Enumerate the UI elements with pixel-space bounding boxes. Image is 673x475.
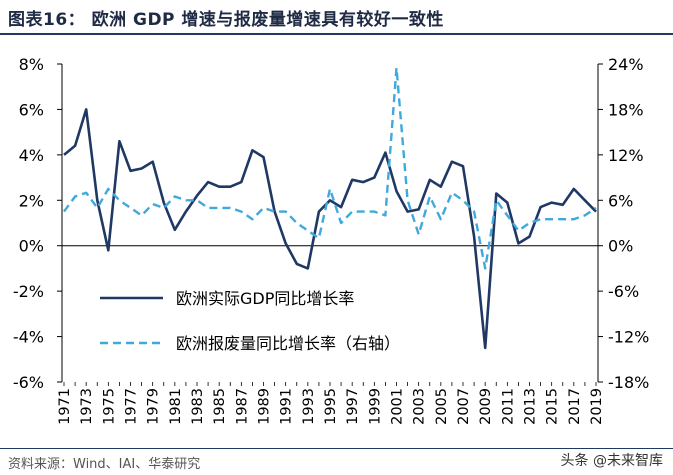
right-tick-label: -6% bbox=[608, 282, 639, 301]
left-tick-label: 0% bbox=[19, 237, 44, 256]
x-tick-label: 1977 bbox=[124, 388, 140, 425]
right-tick-label: 0% bbox=[608, 237, 633, 256]
x-tick-label: 1997 bbox=[345, 388, 361, 425]
x-tick-label: 1989 bbox=[257, 388, 273, 425]
left-tick-label: -2% bbox=[13, 282, 44, 301]
source-note: 资料来源：Wind、IAI、华泰研究 bbox=[8, 457, 201, 472]
title-bar: 图表16： 欧洲 GDP 增速与报废量增速具有较好一致性 bbox=[0, 0, 673, 36]
x-tick-label: 2011 bbox=[500, 388, 516, 425]
left-tick-label: -4% bbox=[13, 328, 44, 347]
legend-label-scrap: 欧洲报废量同比增长率（右轴） bbox=[176, 334, 400, 353]
x-tick-label: 1971 bbox=[57, 388, 73, 425]
x-tick-label: 1979 bbox=[146, 388, 162, 425]
watermark: 头条 @未来智库 bbox=[560, 453, 663, 469]
axes-layer: -6% -4% -2% 0% 2% 4% 6% 8% -18% -12% -6% 0% 6% 12% 18%… bbox=[13, 55, 650, 425]
x-tick-label: 2009 bbox=[478, 388, 494, 425]
right-tick-label: 6% bbox=[608, 191, 633, 210]
x-tick-label: 1973 bbox=[79, 388, 95, 425]
page-title: 图表16： 欧洲 GDP 增速与报废量增速具有较好一致性 bbox=[8, 10, 444, 30]
x-tick-label: 1991 bbox=[279, 388, 295, 425]
right-tick-label: -12% bbox=[608, 328, 649, 347]
x-tick-label: 1983 bbox=[190, 388, 206, 425]
x-tick-label: 1993 bbox=[301, 388, 317, 425]
legend-label-gdp: 欧洲实际GDP同比增长率 bbox=[176, 289, 354, 308]
left-tick-label: 2% bbox=[19, 191, 44, 210]
x-tick-label: 2013 bbox=[523, 388, 539, 425]
series-scrap-growth-line bbox=[63, 66, 597, 270]
x-tick-label: 1995 bbox=[323, 388, 339, 425]
right-tick-label: 12% bbox=[608, 146, 644, 165]
left-tick-label: 8% bbox=[19, 55, 44, 74]
left-tick-label: 4% bbox=[19, 146, 44, 165]
left-tick-label: 6% bbox=[19, 100, 44, 119]
x-tick-label: 1975 bbox=[101, 388, 117, 425]
x-tick-label: 2007 bbox=[456, 388, 472, 425]
x-tick-label: 2005 bbox=[434, 388, 450, 425]
series-gdp-growth-line bbox=[63, 108, 597, 350]
x-tick-label: 2001 bbox=[390, 388, 406, 425]
x-tick-label: 1987 bbox=[234, 388, 250, 425]
x-tick-label: 2015 bbox=[545, 388, 561, 425]
x-tick-label: 1981 bbox=[168, 388, 184, 425]
x-tick-label: 1985 bbox=[212, 388, 228, 425]
x-tick-label: 1999 bbox=[367, 388, 383, 425]
x-tick-label: 2003 bbox=[412, 388, 428, 425]
right-tick-label: -18% bbox=[608, 373, 649, 392]
left-tick-label: -6% bbox=[13, 373, 44, 392]
title-divider bbox=[0, 33, 673, 35]
x-tick-label: 2019 bbox=[589, 388, 605, 425]
x-tick-label: 2017 bbox=[567, 388, 583, 425]
footer-divider bbox=[0, 448, 673, 449]
right-tick-label: 24% bbox=[608, 55, 644, 74]
right-tick-label: 18% bbox=[608, 100, 644, 119]
series-layer bbox=[63, 66, 597, 350]
